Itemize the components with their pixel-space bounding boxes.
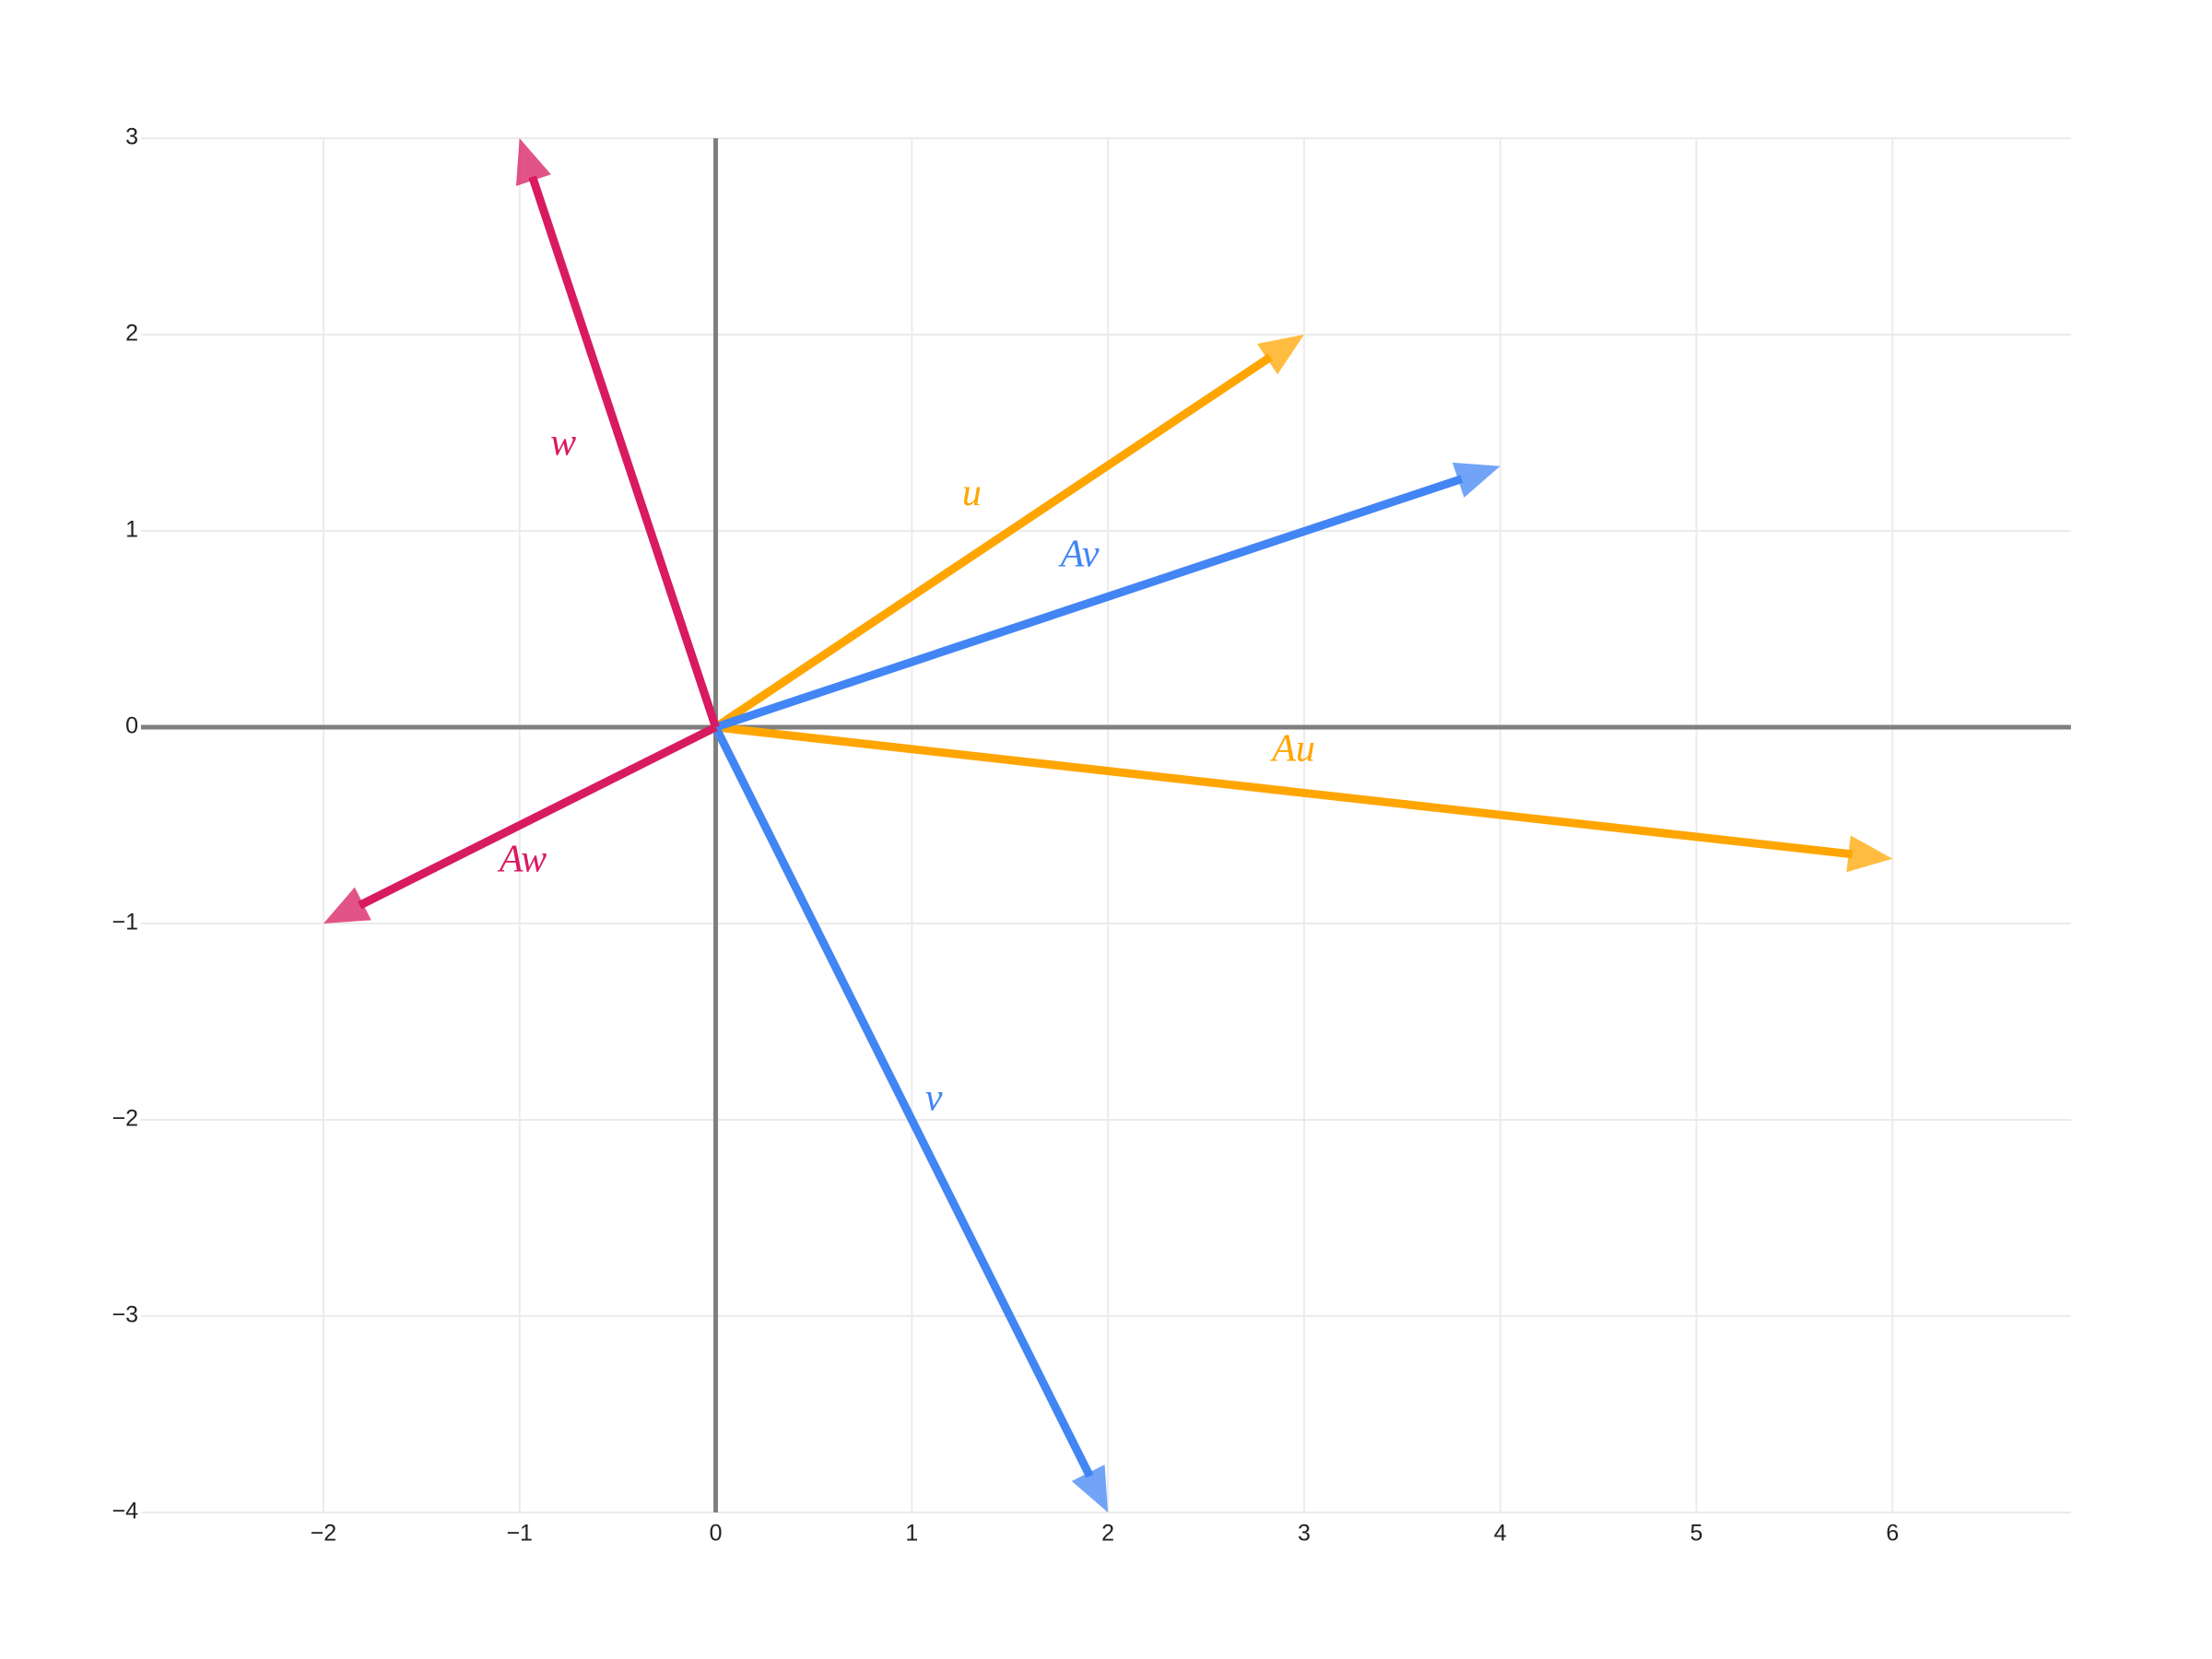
vector-shaft xyxy=(715,723,1853,859)
y-tick-label: −3 xyxy=(112,1302,138,1328)
y-tick-label: 3 xyxy=(125,124,138,150)
vector-label: Av⃗ xyxy=(1058,533,1130,575)
x-tick-label: 3 xyxy=(1298,1521,1311,1547)
vector-label: Au⃗ xyxy=(1269,727,1345,770)
x-tick-label: 2 xyxy=(1101,1521,1114,1547)
x-tick-label: −1 xyxy=(506,1521,533,1547)
x-tick-label: 1 xyxy=(905,1521,918,1547)
x-tick-label: −2 xyxy=(311,1521,337,1547)
vector-shaft xyxy=(714,475,1464,732)
vector-head xyxy=(1846,835,1893,873)
vector-shaft xyxy=(358,723,718,910)
vector-label: u⃗ xyxy=(962,472,1012,514)
y-tick-label: 2 xyxy=(125,321,138,347)
vector-head xyxy=(323,887,371,924)
vector-shaft xyxy=(528,175,720,729)
vector-shaft xyxy=(712,724,1094,1478)
y-tick-label: 1 xyxy=(125,517,138,543)
x-tick-label: 4 xyxy=(1494,1521,1507,1547)
x-tick-label: 6 xyxy=(1886,1521,1899,1547)
y-tick-label: −4 xyxy=(112,1499,138,1524)
vector-shaft xyxy=(713,353,1273,731)
vector-head xyxy=(1452,462,1500,498)
vector-label: w⃗ xyxy=(550,421,606,464)
vector-head xyxy=(1071,1465,1109,1512)
y-tick-label: −2 xyxy=(112,1106,138,1132)
vector-head xyxy=(515,138,551,186)
vector-label: Aw⃗ xyxy=(497,838,577,880)
y-tick-label: 0 xyxy=(125,713,138,739)
vector-head xyxy=(1256,335,1304,375)
x-tick-label: 0 xyxy=(710,1521,723,1547)
vector-label: v⃗ xyxy=(925,1077,972,1120)
y-tick-label: −1 xyxy=(112,910,138,935)
x-tick-label: 5 xyxy=(1690,1521,1703,1547)
